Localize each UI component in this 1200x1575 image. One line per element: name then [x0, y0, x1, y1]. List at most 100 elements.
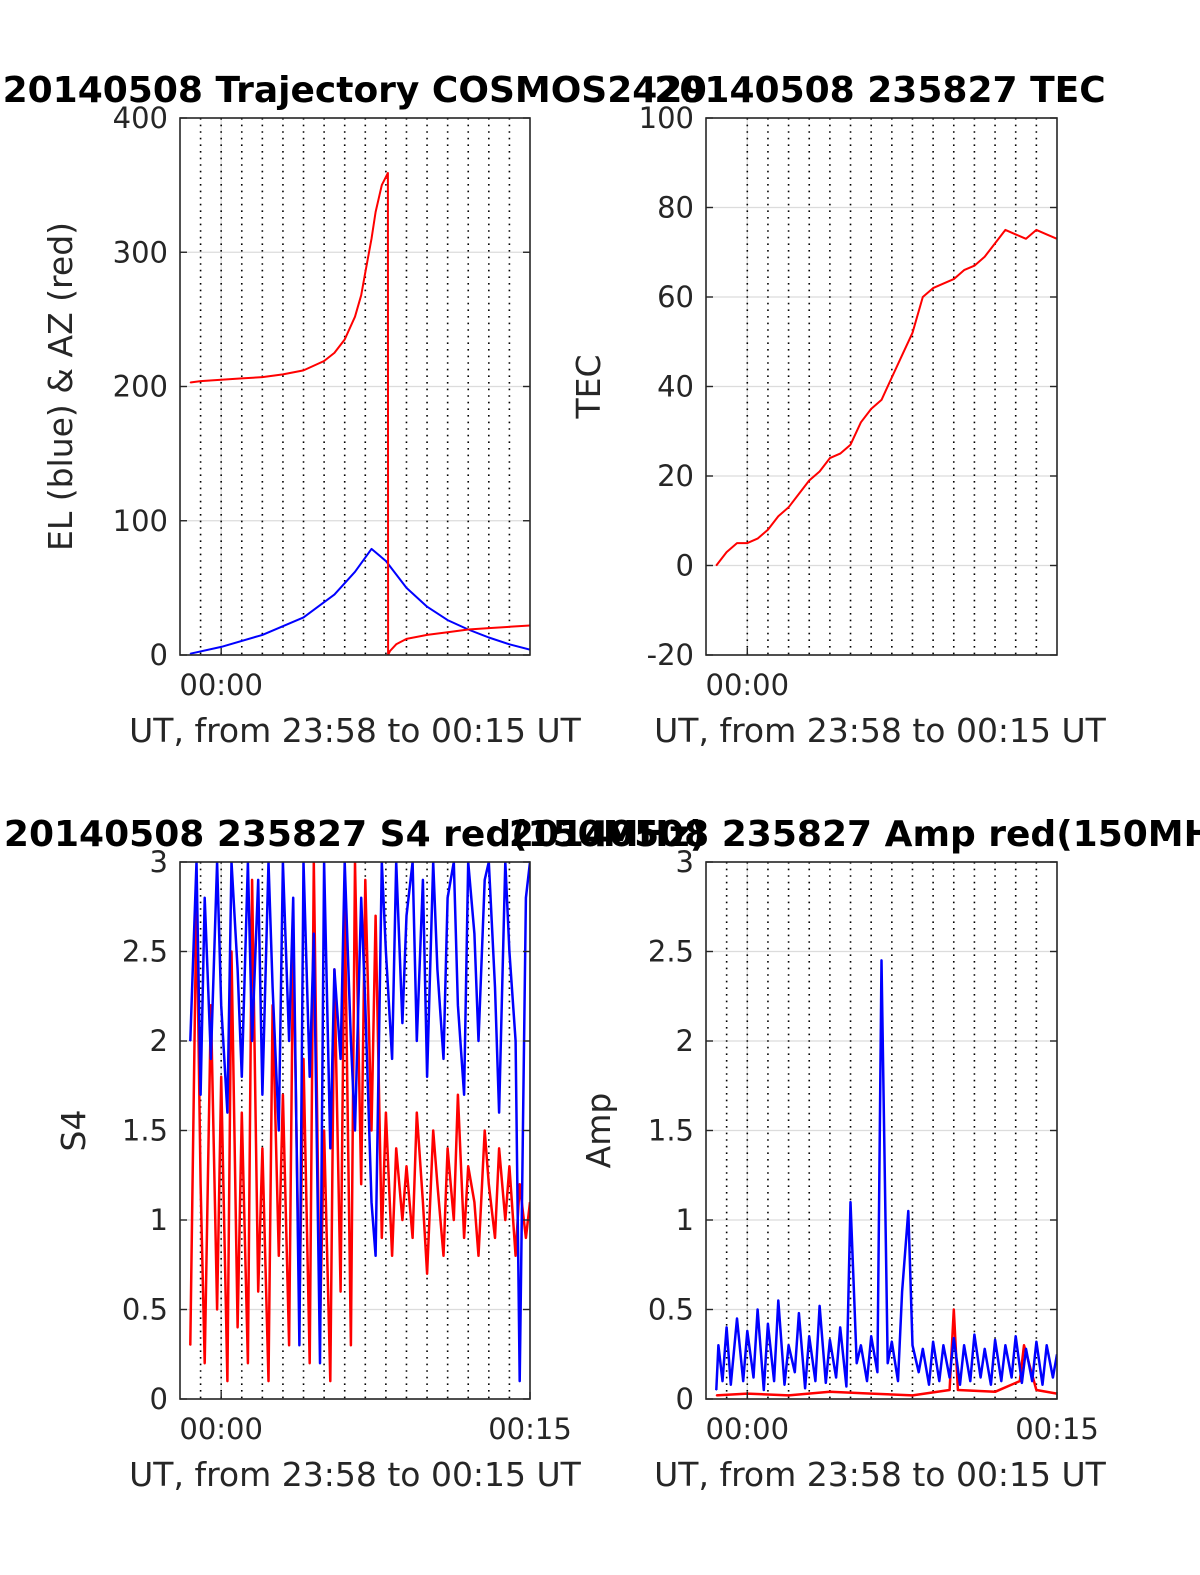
amp-point-amp_blue	[1021, 1382, 1023, 1384]
s4-point-s4_blue	[473, 933, 475, 935]
s4-point-s4_red	[416, 1112, 418, 1114]
traj-series-az	[190, 172, 530, 655]
amp-point-amp_red	[1035, 1389, 1037, 1391]
s4-point-s4_blue	[519, 1380, 521, 1382]
s4-point-s4_red	[426, 1273, 428, 1275]
tec-ylabel: TEC	[569, 354, 608, 419]
traj-point-az	[333, 352, 335, 354]
amp-point-amp_blue	[928, 1384, 930, 1386]
s4-point-s4_blue	[525, 897, 527, 899]
amp-point-amp_blue	[752, 1376, 755, 1379]
s4-point-s4_red	[498, 1147, 500, 1149]
s4-point-s4_red	[519, 1183, 521, 1185]
amp-point-amp_red	[949, 1389, 951, 1391]
tec-point-tec	[829, 457, 831, 459]
amp-xlabel: UT, from 23:58 to 00:15 UT	[654, 1455, 1107, 1494]
s4-point-s4_blue	[340, 1058, 342, 1060]
traj-point-el	[189, 653, 191, 655]
s4-point-s4_red	[189, 1344, 191, 1346]
s4-point-s4_blue	[251, 1040, 253, 1042]
traj-point-el	[385, 560, 387, 562]
amp-point-amp_blue	[897, 1380, 899, 1382]
s4-point-s4_red	[204, 1362, 206, 1364]
amp-point-amp_blue	[1015, 1335, 1017, 1337]
s4-point-s4_blue	[288, 1040, 290, 1042]
amp-point-amp_blue	[901, 1291, 903, 1293]
amp-point-amp_blue	[839, 1326, 841, 1328]
tec-point-tec	[932, 287, 934, 289]
amp-point-amp_red	[715, 1394, 717, 1396]
s4-point-s4_red	[282, 1094, 284, 1096]
traj-ytick-label: 200	[113, 370, 168, 404]
tec-point-tec	[819, 470, 821, 473]
amp-point-amp_blue	[788, 1344, 790, 1346]
s4-ytick-label: 0	[150, 1382, 168, 1416]
s4-point-s4_blue	[484, 879, 486, 881]
traj-point-az	[488, 627, 490, 629]
tec-series-group	[715, 228, 1057, 567]
amp-point-amp_blue	[891, 1341, 893, 1343]
amp-point-amp_blue	[938, 1380, 940, 1382]
s4-point-s4_blue	[422, 879, 424, 881]
tec-xlabel: UT, from 23:58 to 00:15 UT	[654, 711, 1107, 750]
s4-xtick-label: 00:15	[488, 1412, 572, 1446]
tec-ytick-label: 80	[657, 191, 694, 225]
s4-point-s4_red	[340, 1291, 342, 1293]
amp-point-amp_red	[788, 1394, 790, 1396]
amp-point-amp_blue	[866, 1380, 868, 1382]
s4-point-s4_blue	[272, 986, 274, 988]
amp-point-amp_blue	[721, 1380, 724, 1382]
amp-point-amp_blue	[856, 1362, 858, 1364]
tec-point-tec	[963, 269, 965, 271]
amp-point-amp_blue	[1031, 1380, 1033, 1382]
tec-point-tec	[870, 408, 872, 410]
traj-point-az	[370, 238, 373, 240]
tec-ytick-label: 60	[657, 280, 694, 314]
s4-point-s4_blue	[226, 1112, 228, 1114]
tec-point-tec	[953, 278, 955, 280]
s4-point-s4_red	[473, 1201, 475, 1203]
traj-point-az	[387, 172, 389, 174]
tec-ytick-label: -20	[647, 638, 694, 672]
s4-point-s4_red	[447, 1147, 449, 1149]
s4-point-s4_red	[494, 1237, 496, 1239]
amp-point-amp_blue	[798, 1312, 800, 1314]
s4-point-s4_red	[477, 1255, 480, 1257]
s4-point-s4_red	[422, 1201, 424, 1203]
s4-point-s4_red	[257, 1291, 259, 1293]
tec-panel: -20 0 20 40 60 80 100 00:00 20140508 235827 TEC U…	[569, 70, 1107, 750]
s4-point-s4_red	[504, 1219, 506, 1221]
amp-point-amp_blue	[726, 1326, 728, 1328]
traj-point-az	[508, 626, 510, 628]
tec-point-tec	[715, 564, 717, 567]
s4-point-s4_blue	[261, 1094, 263, 1096]
s4-ytick-label: 3	[150, 845, 168, 879]
tec-point-tec	[1025, 238, 1027, 240]
traj-point-el	[333, 594, 335, 596]
s4-point-s4_blue	[319, 1362, 321, 1364]
amp-point-amp_blue	[845, 1385, 848, 1388]
traj-point-az	[364, 271, 366, 273]
s4-point-s4_blue	[360, 897, 362, 899]
amp-point-amp_blue	[959, 1384, 961, 1386]
tec-point-tec	[849, 444, 852, 446]
amp-point-amp_blue	[949, 1376, 951, 1379]
amp-ytick-label: 3	[676, 845, 694, 879]
s4-point-s4_red	[401, 1219, 403, 1221]
s4-point-s4_blue	[333, 968, 335, 971]
s4-point-s4_red	[237, 1326, 239, 1328]
s4-point-s4_blue	[220, 1004, 222, 1006]
s4-point-s4_blue	[401, 1022, 403, 1024]
s4-point-s4_blue	[498, 1112, 500, 1114]
tec-point-tec	[798, 493, 800, 495]
s4-point-s4_blue	[204, 897, 206, 899]
traj-point-el	[508, 643, 510, 645]
traj-point-el	[426, 606, 428, 608]
amp-point-amp_blue	[767, 1323, 769, 1325]
amp-ytick-label: 0	[676, 1382, 694, 1416]
amp-point-amp_blue	[794, 1371, 796, 1373]
s4-point-s4_red	[453, 1219, 455, 1221]
amp-panel: 0 0.5 1 1.5 2 2.5 3 00:00 00:15 20140508 235827 A…	[509, 814, 1200, 1494]
traj-point-el	[370, 548, 373, 550]
